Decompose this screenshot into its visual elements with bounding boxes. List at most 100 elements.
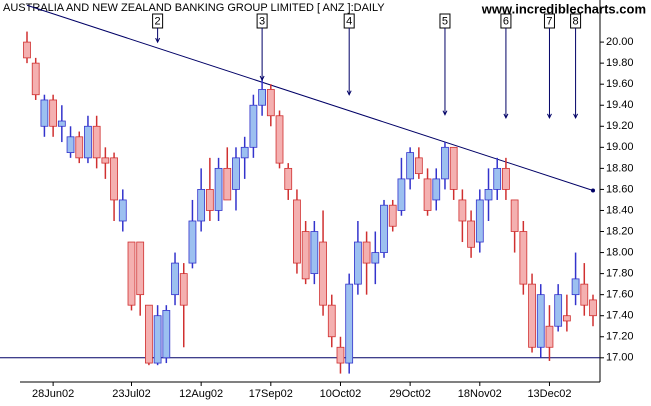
candle-body (493, 167, 502, 190)
candle-body (232, 157, 240, 190)
candle-body (205, 189, 214, 211)
y-tick-label: 17.40 (606, 310, 634, 322)
x-tick-label: 13Dec02 (527, 388, 571, 400)
y-tick-label: 18.80 (606, 162, 634, 174)
candle-body (145, 304, 153, 364)
marker-arrowhead (346, 90, 352, 96)
candle-body (345, 283, 354, 364)
candle-body (562, 315, 571, 322)
candle-body (49, 99, 58, 127)
y-tick-label: 19.60 (606, 78, 634, 90)
candle-body (310, 231, 319, 275)
candle-body (458, 199, 467, 222)
candle-body (136, 241, 145, 296)
candle-body (580, 283, 589, 306)
candle-body (554, 294, 563, 327)
marker-arrowhead (442, 110, 448, 116)
candle-body (528, 283, 536, 348)
y-tick-label: 19.20 (606, 120, 634, 132)
y-tick-label: 19.80 (606, 57, 634, 69)
candle-body (441, 146, 449, 180)
candle-body (484, 189, 493, 201)
candle-body (23, 41, 31, 59)
candle-body (214, 167, 223, 211)
y-tick-label: 18.00 (606, 246, 634, 258)
y-tick-label: 17.20 (606, 331, 634, 343)
candle-body (371, 252, 380, 264)
candle-body (84, 125, 92, 159)
candle-body (118, 199, 127, 222)
marker-label: 4 (346, 15, 352, 27)
candle-body (301, 231, 310, 280)
marker-label: 6 (503, 15, 509, 27)
y-tick-label: 18.60 (606, 183, 634, 195)
x-tick-label: 17Sep02 (249, 388, 293, 400)
candle-body (571, 278, 580, 296)
candle-body (423, 178, 432, 211)
x-tick-label: 28Jun02 (32, 388, 74, 400)
chart-title: AUSTRALIA AND NEW ZEALAND BANKING GROUP … (3, 2, 385, 14)
candle-body (293, 199, 301, 264)
candle-body (545, 325, 554, 348)
candle-body (197, 189, 206, 222)
trend-end (591, 188, 595, 193)
candle-body (414, 157, 423, 175)
marker-label: 5 (442, 15, 448, 27)
candle-body (319, 241, 327, 306)
candle-body (284, 167, 293, 190)
candle-body (162, 310, 171, 359)
candle-body (92, 125, 101, 159)
marker-arrowhead (547, 113, 552, 119)
candle-body (153, 315, 162, 364)
y-tick-label: 17.60 (606, 289, 634, 301)
candle-body (336, 346, 345, 364)
candle-body (179, 273, 188, 306)
marker-label: 3 (259, 15, 265, 27)
candle-body (258, 89, 266, 106)
candle-body (31, 62, 40, 96)
marker-arrowhead (573, 113, 579, 119)
candle-body (502, 167, 510, 190)
y-tick-label: 17.00 (606, 352, 634, 364)
candle-body (380, 204, 388, 253)
candle-body (275, 115, 284, 164)
candle-body (240, 146, 249, 159)
candle-body (432, 178, 441, 201)
marker-label: 2 (155, 15, 161, 27)
x-tick-label: 23Jul02 (112, 388, 151, 400)
y-tick-label: 18.40 (606, 204, 634, 216)
y-tick-label: 19.40 (606, 99, 634, 111)
marker-label: 7 (546, 15, 552, 27)
candle-body (266, 89, 275, 117)
y-tick-label: 19.00 (606, 141, 634, 153)
candle-body (327, 304, 336, 338)
candle-body (388, 204, 397, 227)
candle-body (354, 241, 362, 285)
watermark: www.incrediblecharts.com (481, 1, 646, 16)
y-tick-label: 17.80 (606, 268, 634, 280)
candle-body (475, 199, 484, 243)
x-tick-label: 12Aug02 (179, 388, 223, 400)
candle-body (75, 136, 84, 159)
candle-body (188, 220, 197, 264)
x-tick-label: 18Nov02 (458, 388, 502, 400)
candle-body (57, 120, 66, 127)
candle-body (467, 220, 475, 248)
candle-body (101, 157, 110, 164)
x-tick-label: 10Oct02 (320, 388, 362, 400)
candle-body (110, 157, 118, 201)
candle-body (249, 104, 258, 148)
trend-line (26, 4, 594, 191)
candle-body (223, 167, 232, 201)
candle-body (171, 262, 179, 296)
candle-body (589, 299, 597, 317)
candle-body (362, 241, 371, 264)
marker-label: 8 (573, 15, 579, 27)
candle-body (536, 294, 545, 348)
candle-body (449, 146, 458, 190)
candle-body (127, 241, 136, 306)
marker-arrowhead (259, 75, 265, 82)
y-tick-label: 20.00 (606, 36, 634, 48)
